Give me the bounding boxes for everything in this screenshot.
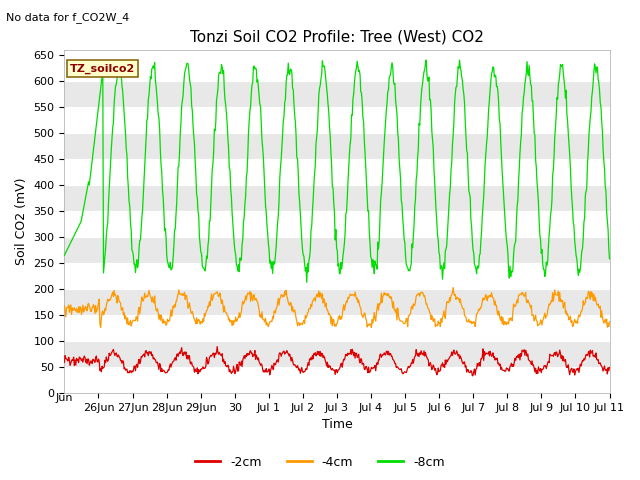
Bar — [65, 185, 609, 211]
Text: Jun: Jun — [56, 393, 73, 403]
Bar — [65, 237, 609, 263]
Bar — [65, 289, 609, 315]
Bar — [65, 133, 609, 159]
Legend: -2cm, -4cm, -8cm: -2cm, -4cm, -8cm — [190, 451, 450, 474]
Text: TZ_soilco2: TZ_soilco2 — [70, 63, 135, 74]
Bar — [65, 81, 609, 107]
Y-axis label: Soil CO2 (mV): Soil CO2 (mV) — [15, 178, 28, 265]
Title: Tonzi Soil CO2 Profile: Tree (West) CO2: Tonzi Soil CO2 Profile: Tree (West) CO2 — [190, 29, 484, 44]
Text: No data for f_CO2W_4: No data for f_CO2W_4 — [6, 12, 130, 23]
Bar — [65, 341, 609, 367]
X-axis label: Time: Time — [321, 419, 353, 432]
